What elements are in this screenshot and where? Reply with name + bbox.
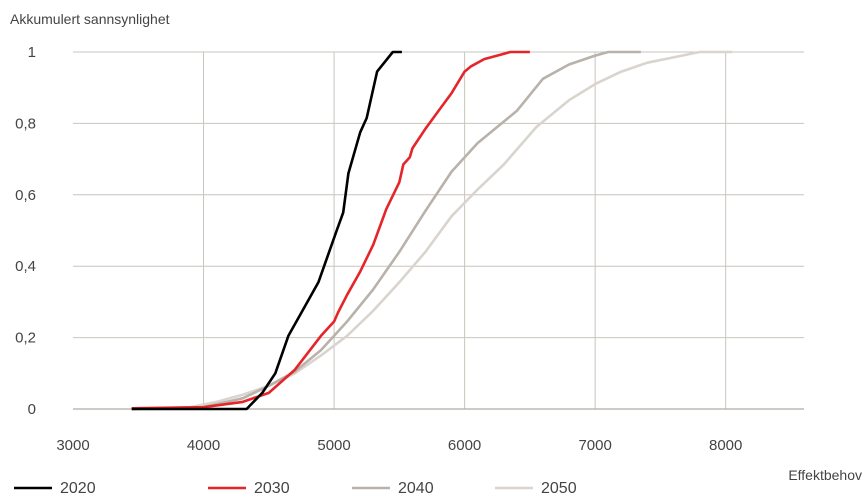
x-tick-label: 8000 [709, 437, 742, 454]
series-line-2020 [131, 50, 402, 411]
y-axis-title: Akkumulert sannsynlighet [10, 11, 170, 27]
x-tick-label: 7000 [578, 437, 611, 454]
x-tick-label: 6000 [448, 437, 481, 454]
x-tick-label: 3000 [56, 437, 89, 454]
grid-layer [73, 51, 804, 409]
legend: 2020 2030 2040 2050 [14, 480, 577, 497]
series-line-2040 [131, 50, 641, 411]
x-tick-label: 5000 [317, 437, 350, 454]
legend-label-2040: 2040 [398, 480, 434, 497]
series-line-2050 [131, 50, 733, 411]
y-tick-label: 0,8 [15, 115, 36, 132]
legend-label-2020: 2020 [60, 480, 96, 497]
y-tick-label: 0,6 [15, 187, 36, 204]
label-layer: 0 0,2 0,4 0,6 0,8 1 3000 4000 5000 6000 7000 8000 Ak… [10, 11, 862, 483]
x-tick-label: 4000 [187, 437, 220, 454]
series-layer [131, 50, 733, 411]
y-tick-label: 0,4 [15, 258, 36, 275]
y-tick-label: 0,2 [15, 330, 36, 347]
legend-label-2030: 2030 [254, 480, 290, 497]
series-line-2030 [131, 50, 530, 410]
y-tick-label: 1 [28, 44, 36, 61]
legend-label-2050: 2050 [541, 480, 577, 497]
y-tick-label: 0 [28, 401, 36, 418]
x-axis-title: Effektbehov [788, 467, 862, 483]
